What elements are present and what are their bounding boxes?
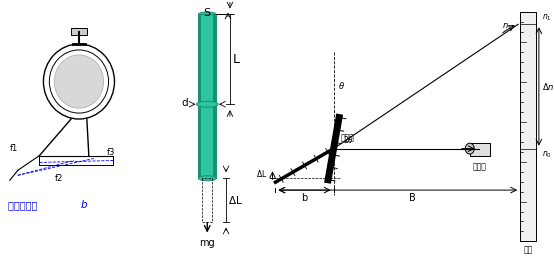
Text: $n_0$: $n_0$ <box>542 150 552 160</box>
Text: B: B <box>409 193 416 203</box>
Bar <box>520 12 536 241</box>
Text: f3: f3 <box>106 148 115 157</box>
Text: f2: f2 <box>55 174 63 183</box>
Ellipse shape <box>54 55 104 108</box>
Text: d: d <box>181 98 188 108</box>
Text: $2\theta$: $2\theta$ <box>343 134 355 145</box>
Text: 光杠杆常数: 光杠杆常数 <box>8 200 40 210</box>
Text: $\Delta$L: $\Delta$L <box>228 194 243 206</box>
Bar <box>198 14 201 178</box>
Text: $\Delta n$: $\Delta n$ <box>542 81 554 92</box>
Text: 望远镜: 望远镜 <box>473 162 486 171</box>
Text: L: L <box>232 53 239 66</box>
Ellipse shape <box>198 176 216 181</box>
Ellipse shape <box>198 12 216 17</box>
Bar <box>470 143 490 155</box>
Text: b: b <box>81 200 88 210</box>
Text: $\Delta$L: $\Delta$L <box>256 168 268 179</box>
Text: mg: mg <box>199 238 215 249</box>
Text: $n_1$: $n_1$ <box>502 22 512 32</box>
Text: b: b <box>301 193 307 203</box>
Text: S: S <box>204 7 211 17</box>
Bar <box>213 14 216 178</box>
Ellipse shape <box>197 101 218 107</box>
Bar <box>198 14 216 178</box>
Bar <box>71 28 87 35</box>
Ellipse shape <box>465 143 474 154</box>
Text: $n_1$: $n_1$ <box>542 13 552 23</box>
Text: 标尺: 标尺 <box>524 245 532 254</box>
Text: f1: f1 <box>9 144 18 153</box>
Text: $\theta$: $\theta$ <box>337 80 345 91</box>
Text: 光杠杆: 光杠杆 <box>341 134 355 143</box>
